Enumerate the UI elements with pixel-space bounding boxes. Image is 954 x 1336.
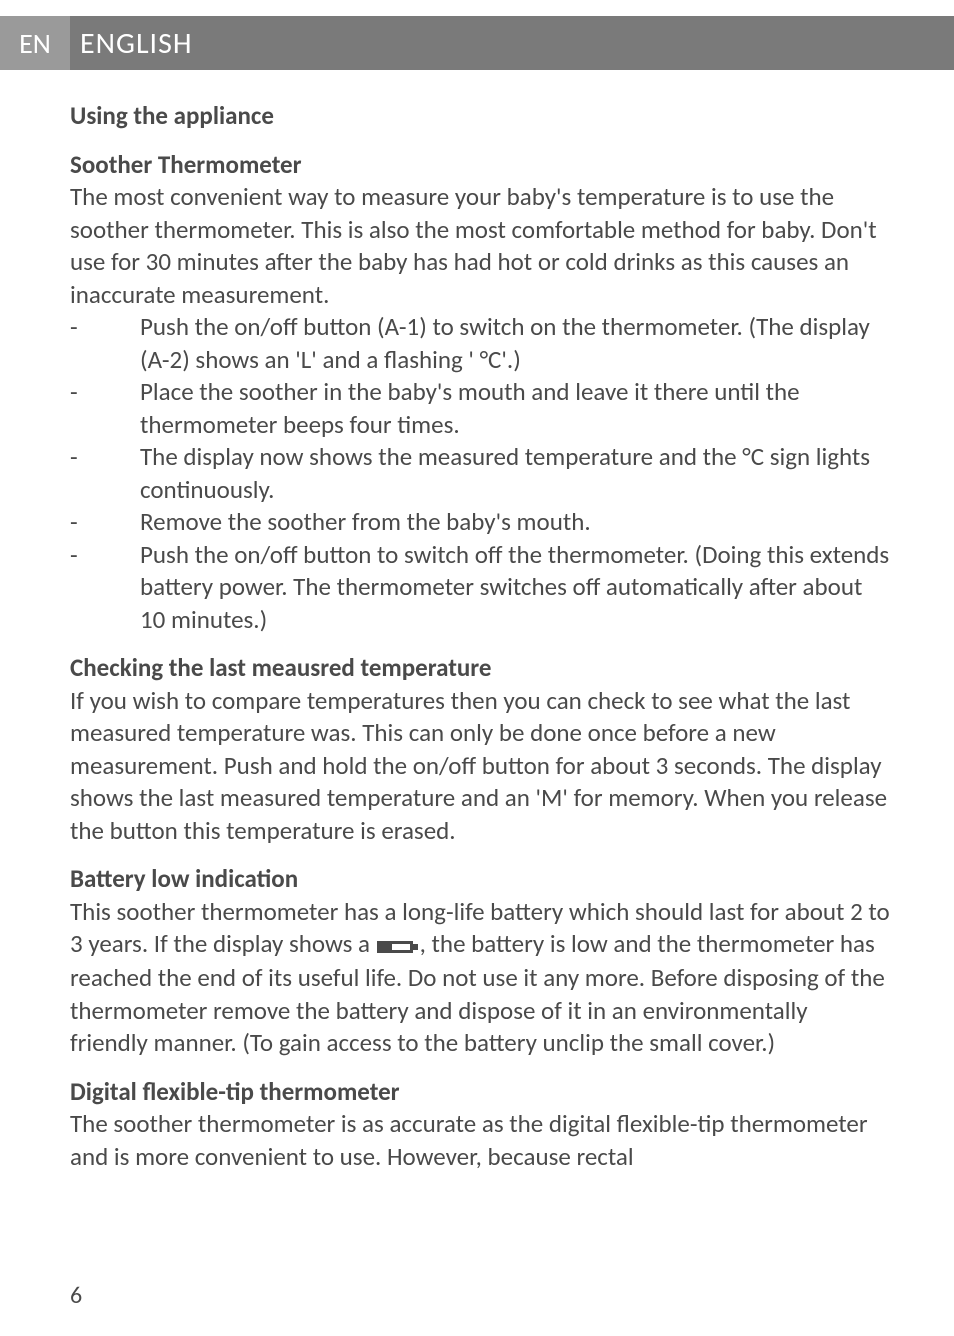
checking-title: Checking the last meausred temperature (70, 652, 890, 685)
soother-intro: The most convenient way to measure your … (70, 181, 890, 311)
soother-title: Soother Thermometer (70, 149, 890, 182)
soother-list: Push the on/off button (A-1) to switch o… (70, 311, 890, 636)
battery-body: This soother thermometer has a long-life… (70, 896, 890, 1060)
digital-body: The soother thermometer is as accurate a… (70, 1108, 890, 1173)
battery-low-icon (376, 930, 420, 963)
list-item: Place the soother in the baby's mouth an… (70, 376, 890, 441)
language-tab: EN (0, 16, 70, 70)
digital-title: Digital flexible-tip thermometer (70, 1076, 890, 1109)
language-label: ENGLISH (80, 16, 193, 70)
list-item: Push the on/off button to switch off the… (70, 539, 890, 637)
page-content: Using the appliance Soother Thermometer … (70, 100, 890, 1189)
page-number: 6 (70, 1281, 82, 1310)
language-code: EN (19, 26, 51, 61)
battery-title: Battery low indication (70, 863, 890, 896)
checking-body: If you wish to compare temperatures then… (70, 685, 890, 848)
list-item: Push the on/off button (A-1) to switch o… (70, 311, 890, 376)
using-title: Using the appliance (70, 100, 890, 133)
list-item: The display now shows the measured tempe… (70, 441, 890, 506)
list-item: Remove the soother from the baby's mouth… (70, 506, 890, 539)
